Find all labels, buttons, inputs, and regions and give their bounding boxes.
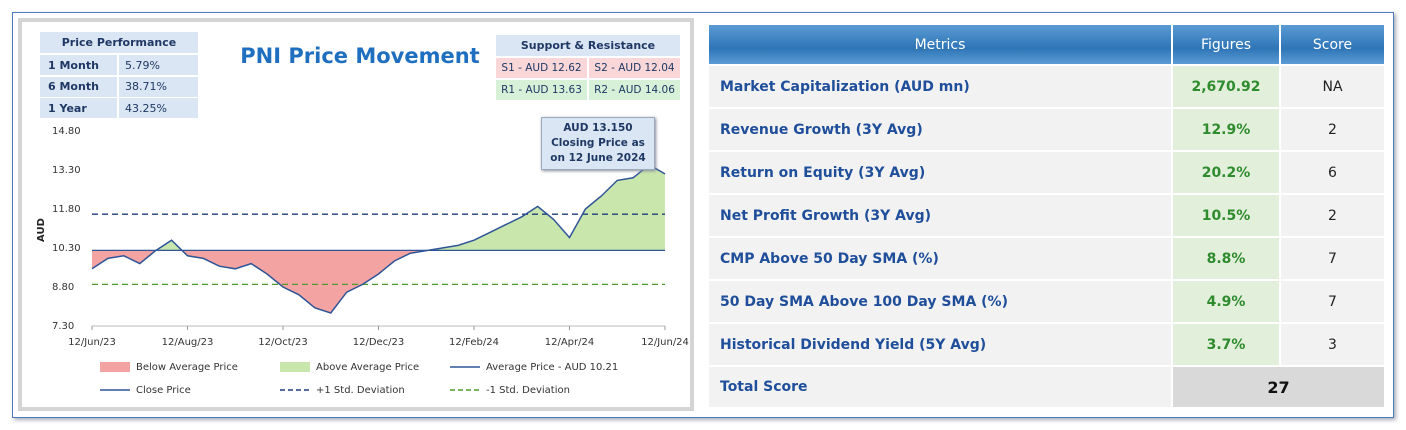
y-tick-label: 11.80 [52, 204, 81, 215]
perf-label: 1 Month [40, 55, 117, 75]
y-tick-label: 13.30 [52, 165, 81, 176]
legend-label: -1 Std. Deviation [486, 385, 570, 396]
y-axis-label: AUD [36, 218, 47, 242]
table-header: Figures [1172, 24, 1280, 65]
chart: PNI Price Movement AUD 7.30 8.80 10.30 11.8… [36, 44, 689, 396]
legend-label: Close Price [136, 385, 191, 396]
metric-figure: 3.7% [1172, 323, 1280, 366]
y-tick-label: 7.30 [52, 321, 74, 332]
total-value: 27 [1172, 366, 1385, 408]
annotation: AUD 13.150 Closing Price as on 12 June 2… [541, 117, 655, 170]
metric-figure: 2,670.92 [1172, 65, 1280, 108]
metric-score: 3 [1280, 323, 1385, 366]
metric-score: 6 [1280, 151, 1385, 194]
metric-score: NA [1280, 65, 1385, 108]
y-tick-label: 10.30 [52, 243, 81, 254]
chart-title: PNI Price Movement [240, 44, 479, 68]
legend-label: +1 Std. Deviation [316, 385, 405, 396]
metric-score: 2 [1280, 194, 1385, 237]
y-tick-label: 14.80 [52, 126, 81, 137]
metric-figure: 20.2% [1172, 151, 1280, 194]
metric-name: CMP Above 50 Day SMA (%) [708, 237, 1172, 280]
metric-score: 2 [1280, 108, 1385, 151]
x-tick-label: 12/Jun/23 [68, 337, 116, 348]
sr-cell: S1 - AUD 12.62 [496, 58, 587, 78]
area-below [92, 250, 665, 313]
frame [12, 12, 1394, 418]
metric-name: Market Capitalization (AUD mn) [708, 65, 1172, 108]
x-tick-label: 12/Apr/24 [545, 337, 595, 348]
metric-name: Return on Equity (3Y Avg) [708, 151, 1172, 194]
metric-figure: 12.9% [1172, 108, 1280, 151]
x-tick-label: 12/Jun/24 [641, 337, 689, 348]
table-header: Metrics [708, 24, 1172, 65]
metric-name: Historical Dividend Yield (5Y Avg) [708, 323, 1172, 366]
x-tick-label: 12/Oct/23 [258, 337, 307, 348]
sr-cell: R1 - AUD 13.63 [496, 80, 587, 100]
y-tick-label: 8.80 [52, 282, 74, 293]
legend-label: Average Price - AUD 10.21 [486, 362, 618, 373]
sr-title: Support & Resistance [496, 35, 680, 56]
x-tick-label: 12/Aug/23 [162, 337, 214, 348]
metric-figure: 4.9% [1172, 280, 1280, 323]
total-label: Total Score [708, 366, 1172, 408]
metric-figure: 8.8% [1172, 237, 1280, 280]
legend-label: Above Average Price [316, 362, 419, 373]
area-above [156, 164, 665, 251]
perf-value: 5.79% [119, 55, 198, 75]
sr-cell: R2 - AUD 14.06 [589, 80, 680, 100]
metric-name: 50 Day SMA Above 100 Day SMA (%) [708, 280, 1172, 323]
metric-name: Revenue Growth (3Y Avg) [708, 108, 1172, 151]
metric-score: 7 [1280, 237, 1385, 280]
close-line [91, 163, 666, 314]
perf-label: 6 Month [40, 76, 117, 97]
table-header: Score [1280, 24, 1385, 65]
x-tick-label: 12/Dec/23 [353, 337, 405, 348]
metric-name: Net Profit Growth (3Y Avg) [708, 194, 1172, 237]
metric-figure: 10.5% [1172, 194, 1280, 237]
legend-swatch [100, 362, 130, 372]
perf-title: Price Performance [40, 32, 198, 53]
perf-value: 38.71% [119, 76, 198, 97]
legend-label: Below Average Price [136, 362, 238, 373]
perf-label: 1 Year [40, 98, 117, 118]
x-tick-label: 12/Feb/24 [449, 337, 499, 348]
sr-cell: S2 - AUD 12.04 [589, 58, 680, 78]
legend-swatch [280, 362, 310, 372]
metric-score: 7 [1280, 280, 1385, 323]
perf-value: 43.25% [119, 98, 198, 118]
